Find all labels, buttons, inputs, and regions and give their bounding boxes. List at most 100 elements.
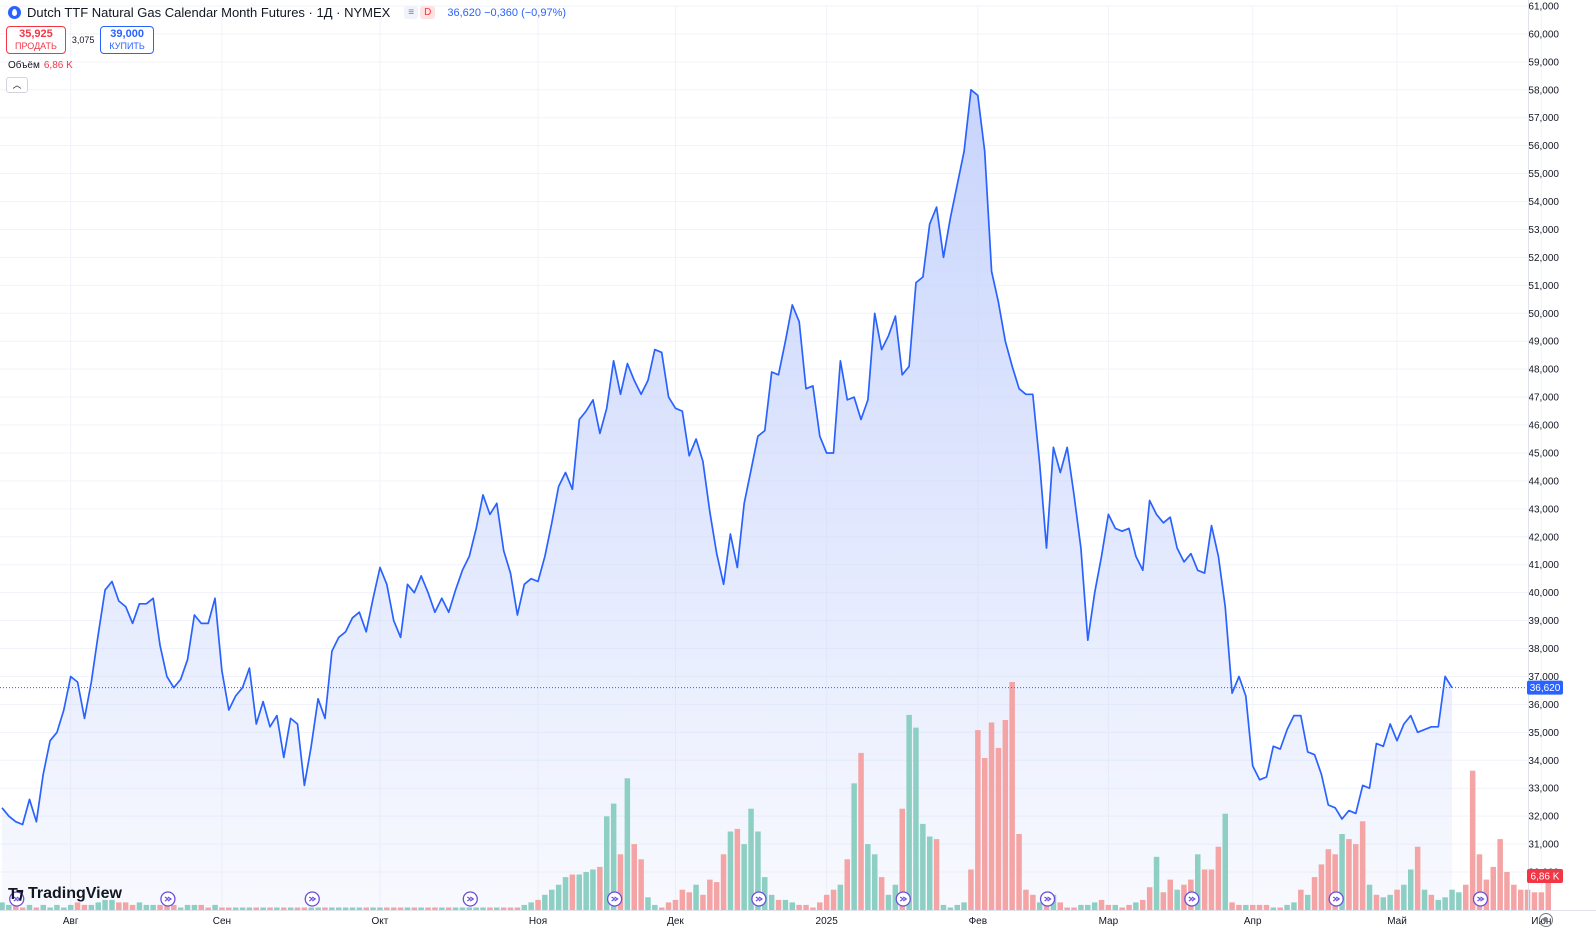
x-tick-label: 2025 (816, 916, 839, 927)
event-marker-arrows (1477, 896, 1485, 902)
event-marker-icon[interactable] (1472, 891, 1489, 907)
volume-bar (693, 884, 699, 910)
y-tick-label: 56,000 (1528, 141, 1559, 152)
volume-bar (1064, 907, 1070, 910)
volume-bar (844, 859, 850, 910)
y-tick-label: 55,000 (1528, 169, 1559, 180)
volume-bar (1133, 902, 1139, 910)
x-tick-label: Май (1387, 916, 1407, 927)
buy-price: 39,000 (110, 28, 144, 40)
volume-bar (1442, 897, 1448, 910)
volume-bar (927, 836, 933, 910)
volume-bar (899, 808, 905, 910)
volume-bar (191, 904, 198, 910)
volume-bar (638, 859, 644, 910)
volume-bar (665, 902, 672, 910)
y-tick-label: 48,000 (1528, 365, 1559, 376)
volume-bar (597, 866, 603, 910)
volume-bar (13, 904, 19, 910)
y-tick-label: 40,000 (1528, 588, 1559, 599)
volume-bar (1201, 869, 1208, 910)
volume-bar (232, 907, 239, 910)
event-marker-icon[interactable] (1184, 891, 1200, 907)
volume-bar (1414, 846, 1421, 910)
volume-bars (0, 682, 1551, 910)
volume-bar (171, 904, 177, 910)
volume-bar (246, 907, 253, 910)
event-marker-icon[interactable] (606, 891, 623, 907)
last-quote: 36,620 −0,360 (−0,97%) (447, 6, 567, 19)
volume-bar (1270, 907, 1277, 910)
volume-bar (528, 902, 534, 910)
volume-bar (322, 907, 328, 910)
volume-bar (212, 904, 218, 910)
event-marker-icon[interactable] (304, 891, 320, 907)
volume-bar (1318, 864, 1325, 910)
volume-bar (521, 904, 527, 910)
volume-bar (1167, 879, 1173, 910)
event-marker-icon[interactable] (160, 891, 176, 907)
price-axis[interactable]: 30,00031,00032,00033,00034,00035,00036,0… (1528, 0, 1559, 910)
volume-bar (109, 899, 115, 910)
volume-bar (466, 907, 472, 910)
volume-bar (865, 844, 871, 910)
event-marker-arrows (13, 896, 21, 902)
volume-bar (219, 907, 225, 910)
y-tick-label: 44,000 (1528, 476, 1559, 487)
volume-bar (659, 907, 665, 910)
volume-bar (679, 889, 686, 910)
event-marker-icon[interactable] (895, 891, 911, 907)
volume-bar (1545, 879, 1551, 910)
sell-button[interactable]: 35,925 ПРОДАТЬ (6, 26, 66, 54)
volume-bar (397, 907, 404, 910)
volume-bar (789, 902, 795, 910)
volume-bar (1160, 892, 1167, 910)
event-marker-icon[interactable] (751, 891, 767, 907)
settings-gear-icon[interactable] (1539, 913, 1553, 927)
volume-bar (562, 877, 569, 910)
volume-bar (1174, 889, 1180, 910)
status-pills: ≡ D (404, 6, 436, 19)
volume-bar (445, 907, 452, 910)
volume-bar (439, 907, 445, 910)
symbol-title[interactable]: Dutch TTF Natural Gas Calendar Month Fut… (27, 5, 391, 20)
flame-icon (8, 6, 21, 19)
menu-pill[interactable]: ≡ (404, 6, 419, 19)
volume-bar (184, 904, 191, 910)
volume-bar (542, 894, 548, 910)
volume-bar (1036, 902, 1043, 910)
volume-bar (1380, 897, 1386, 910)
volume-bar (535, 899, 541, 910)
volume-bar (205, 907, 211, 910)
buy-button[interactable]: 39,000 КУПИТЬ (100, 26, 154, 54)
volume-bar (1359, 821, 1366, 910)
price-line (0, 88, 1528, 826)
delayed-pill[interactable]: D (420, 6, 436, 19)
trade-panel: 35,925 ПРОДАТЬ 3,075 39,000 КУПИТЬ (6, 26, 154, 54)
y-tick-label: 52,000 (1528, 253, 1559, 264)
event-marker-icon[interactable] (1039, 891, 1056, 907)
volume-bar (164, 904, 170, 910)
volume-bar (652, 904, 658, 910)
event-marker-icon[interactable] (462, 891, 478, 907)
collapse-legend-button[interactable]: ︿ (6, 77, 28, 93)
volume-bar (631, 844, 637, 910)
y-tick-label: 38,000 (1528, 644, 1559, 655)
last-price-tag (1527, 680, 1563, 695)
volume-bar (425, 907, 431, 910)
volume-bar (157, 904, 163, 910)
y-tick-label: 50,000 (1528, 309, 1559, 320)
volume-bar (1469, 770, 1476, 910)
volume-bar (1085, 904, 1091, 910)
time-axis[interactable]: Авг Сен Окт Ноя Дек 2025 Фев Мар Апр Май Июн (0, 910, 1596, 928)
volume-legend-value: 6,86 K (43, 60, 73, 71)
volume-legend[interactable]: Объём 6,86 K (8, 60, 73, 71)
tradingview-logo[interactable]: T⁊ TradingView (8, 884, 122, 904)
event-marker-icon[interactable] (1328, 891, 1344, 907)
y-tick-label: 43,000 (1528, 504, 1559, 515)
event-marker-icon[interactable] (9, 891, 25, 907)
volume-bar (1332, 854, 1338, 910)
event-markers[interactable] (9, 891, 1489, 907)
volume-bar (122, 902, 129, 910)
